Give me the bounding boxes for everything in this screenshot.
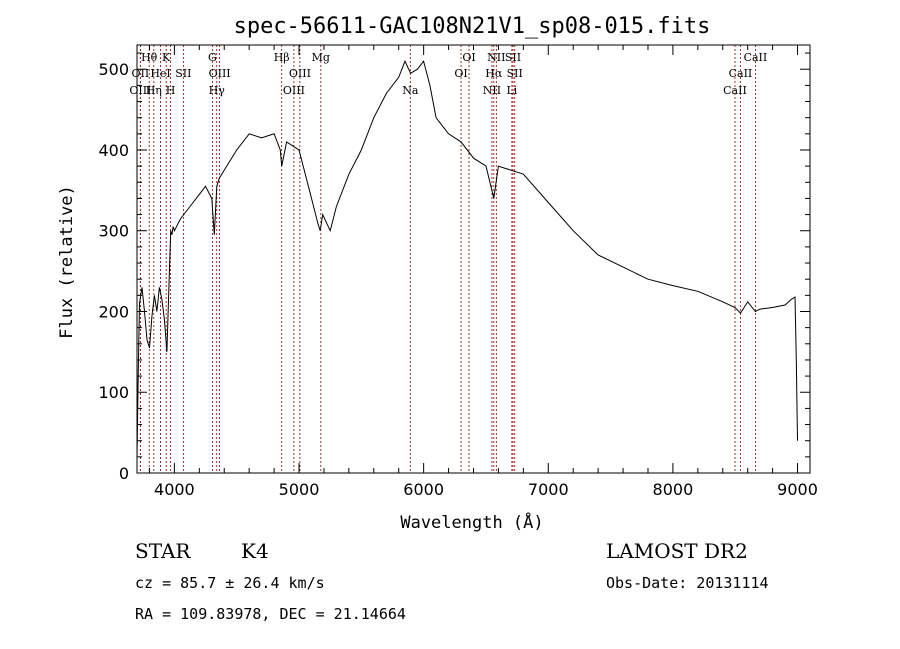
spectral-line-label: Hη: [146, 84, 162, 97]
spectral-line-label: NII: [483, 84, 501, 97]
y-tick-label: 200: [98, 302, 129, 321]
spectral-line-label: OII: [132, 67, 150, 80]
x-axis-ticks: 4000 5000 6000 7000 8000 9000: [148, 45, 818, 499]
survey-name: LAMOST DR2: [606, 539, 748, 563]
object-subclass: K4: [241, 539, 269, 563]
y-tick-label: 500: [98, 60, 129, 79]
spectrum-series: [136, 59, 798, 457]
spectral-line-label: K: [162, 51, 171, 64]
y-tick-label: 100: [98, 383, 129, 402]
spectral-line-label: Hβ: [274, 51, 290, 64]
x-tick-label: 7000: [528, 480, 569, 499]
y-tick-label: 400: [98, 141, 129, 160]
spectral-line-label: HeI: [150, 67, 170, 80]
spectral-line-label: Na: [402, 84, 419, 97]
y-axis-ticks: 0 100 200 300 400 500: [98, 52, 810, 483]
x-tick-label: 5000: [279, 480, 320, 499]
y-tick-label: 0: [119, 464, 129, 483]
y-axis-label: Flux (relative): [57, 185, 77, 339]
x-tick-label: 8000: [653, 480, 694, 499]
x-tick-label: 6000: [403, 480, 444, 499]
redshift-velocity: cz = 85.7 ± 26.4 km/s: [135, 574, 325, 592]
spectral-line-label: CaII: [729, 67, 753, 80]
spectral-line-label: OI: [454, 67, 467, 80]
spectral-line-label: CaII: [723, 84, 747, 97]
plot-frame: [136, 44, 811, 474]
spectrum-line: [136, 59, 798, 457]
spectral-line-label: OIII: [209, 67, 231, 80]
observation-date: Obs-Date: 20131114: [606, 574, 769, 592]
spectral-line-label: SII: [505, 51, 521, 64]
spectral-line-label: Hθ: [141, 51, 158, 64]
spectral-line-label: Li: [506, 84, 517, 97]
spectral-line-label: OI: [462, 51, 475, 64]
coordinates: RA = 109.83978, DEC = 21.14664: [135, 605, 406, 623]
x-tick-label: 4000: [154, 480, 195, 499]
spectral-line-labels: HθOIIOIIIKHeIHηSIIHGOIIIHγHβOIIIOIIIMgNa…: [129, 51, 767, 97]
spectral-line-markers: [139, 45, 756, 473]
spectral-line-label: OIII: [283, 84, 305, 97]
spectral-line-label: NII: [487, 51, 505, 64]
spectral-line-label: OIII: [289, 67, 311, 80]
chart-title: spec-56611-GAC108N21V1_sp08-015.fits: [234, 14, 711, 39]
spectral-line-label: Hα: [485, 67, 503, 80]
x-axis-label: Wavelength (Å): [400, 511, 543, 533]
spectral-line-label: Hγ: [209, 84, 226, 97]
spectral-line-label: SII: [175, 67, 191, 80]
x-tick-label: 9000: [777, 480, 818, 499]
spectral-line-label: SII: [507, 67, 523, 80]
spectral-line-label: CaII: [744, 51, 768, 64]
spectral-line-label: H: [166, 84, 176, 97]
spectral-line-label: OIII: [129, 84, 151, 97]
spectral-line-label: G: [208, 51, 217, 64]
object-class: STAR: [135, 539, 191, 563]
y-tick-label: 300: [98, 222, 129, 241]
spectral-line-label: Mg: [312, 51, 330, 64]
